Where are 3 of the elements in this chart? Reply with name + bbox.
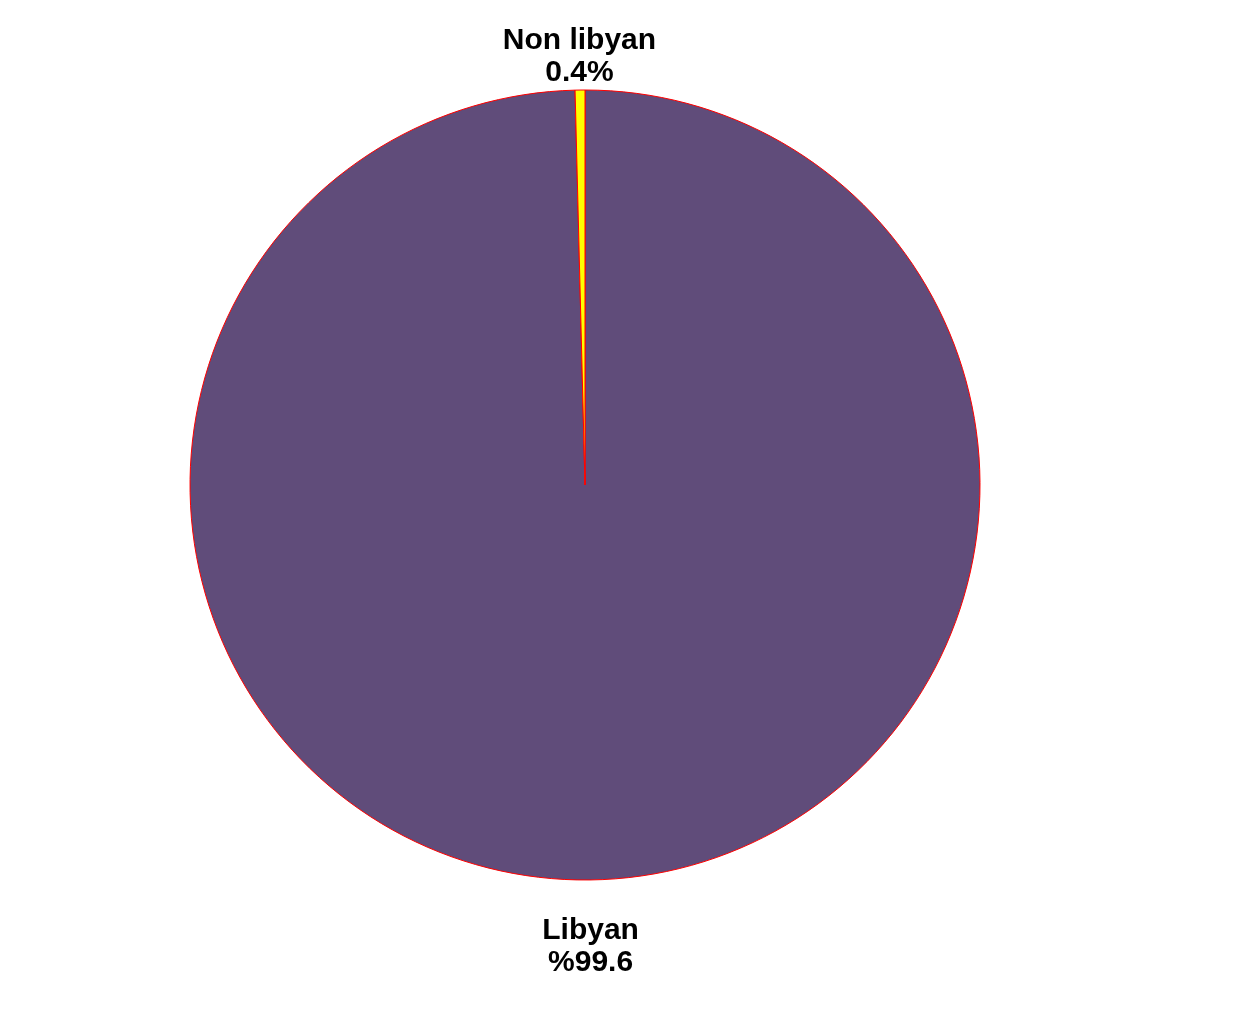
slice-label: Non libyan [502,22,657,56]
slice-label: Libyan [542,911,639,945]
data-label: 0.4% [545,54,614,88]
